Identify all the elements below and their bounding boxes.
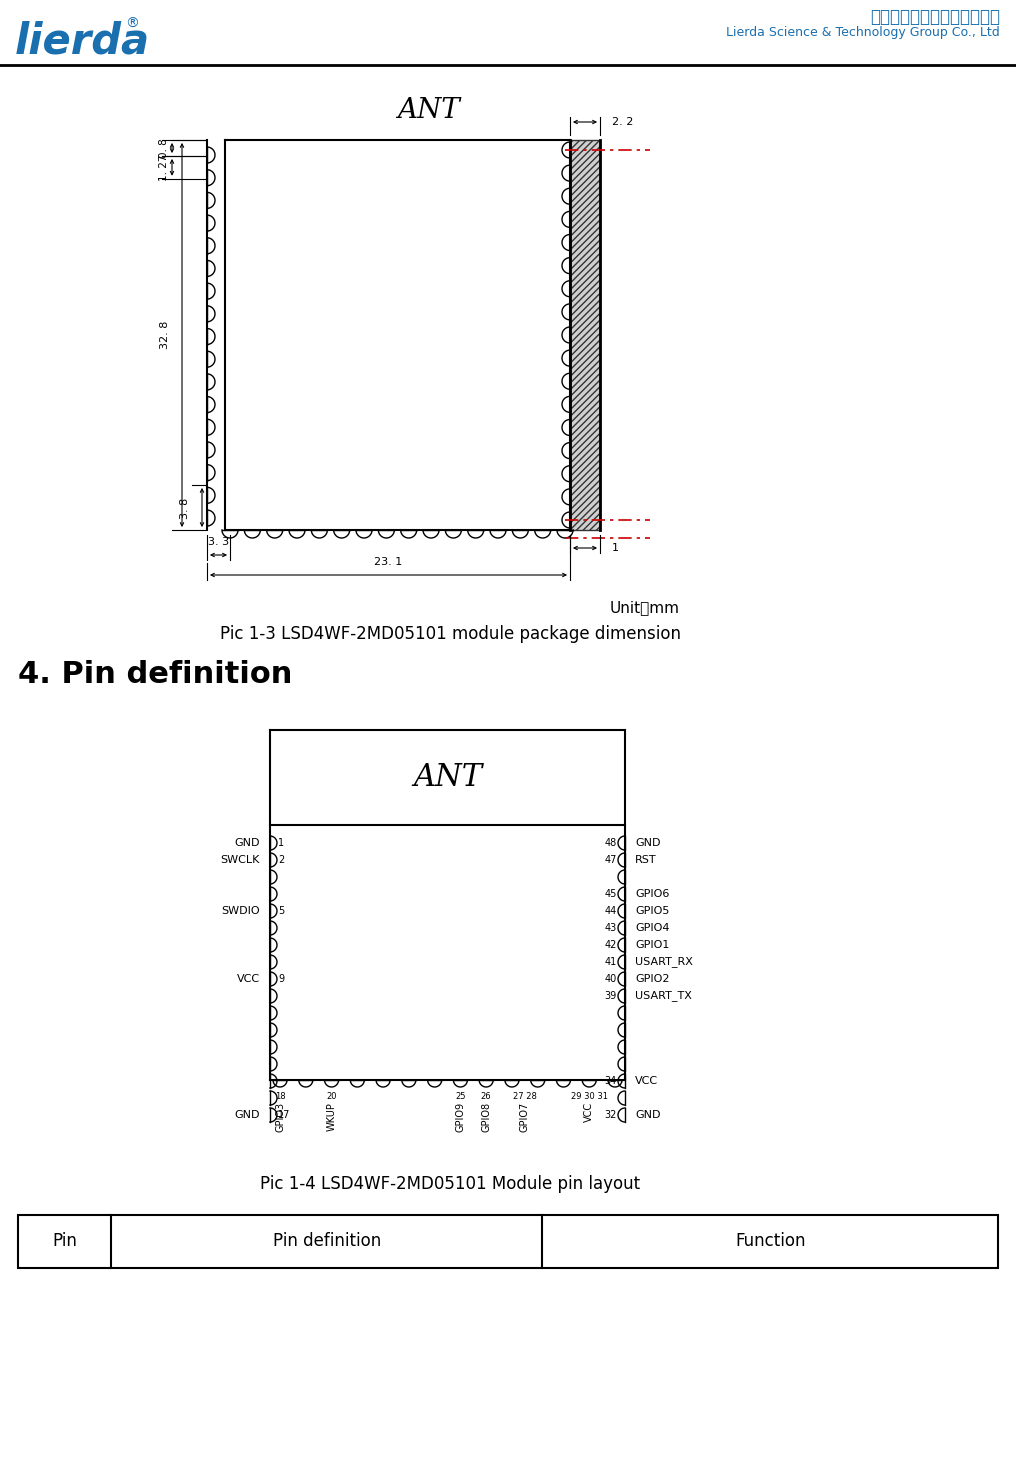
Text: 17: 17 — [278, 1111, 291, 1120]
Text: GPIO4: GPIO4 — [635, 923, 670, 934]
Text: lierda: lierda — [15, 21, 150, 62]
Text: 41: 41 — [605, 957, 617, 968]
Text: Pic 1-4 LSD4WF-2MD05101 Module pin layout: Pic 1-4 LSD4WF-2MD05101 Module pin layou… — [260, 1176, 640, 1193]
Text: 1: 1 — [278, 838, 284, 848]
Text: 29 30 31: 29 30 31 — [571, 1092, 608, 1100]
Text: 18: 18 — [274, 1092, 285, 1100]
Polygon shape — [570, 140, 600, 530]
Text: WKUP: WKUP — [326, 1102, 336, 1131]
Text: 48: 48 — [605, 838, 617, 848]
Text: VCC: VCC — [635, 1075, 658, 1086]
Text: Pic 1-3 LSD4WF-2MD05101 module package dimension: Pic 1-3 LSD4WF-2MD05101 module package d… — [219, 625, 681, 643]
Text: GPIO8: GPIO8 — [482, 1102, 491, 1133]
Text: VCC: VCC — [584, 1102, 594, 1122]
Text: 5: 5 — [278, 906, 284, 916]
Text: VCC: VCC — [237, 974, 260, 984]
Text: 2. 2: 2. 2 — [612, 117, 633, 127]
Text: ANT: ANT — [412, 763, 482, 794]
Text: USART_RX: USART_RX — [635, 957, 693, 968]
Text: 1. 27: 1. 27 — [158, 153, 169, 180]
Text: GPIO3: GPIO3 — [275, 1102, 285, 1133]
Text: 23. 1: 23. 1 — [374, 558, 402, 566]
Text: 3. 8: 3. 8 — [180, 497, 190, 519]
Text: GPIO1: GPIO1 — [635, 940, 670, 950]
Text: 20: 20 — [326, 1092, 336, 1100]
Text: 3. 3: 3. 3 — [208, 537, 229, 547]
Text: GND: GND — [635, 838, 660, 848]
Text: SWCLK: SWCLK — [220, 855, 260, 864]
Text: GPIO5: GPIO5 — [635, 906, 670, 916]
Text: 2: 2 — [278, 855, 284, 864]
Text: 0. 8: 0. 8 — [158, 139, 169, 158]
Text: 42: 42 — [605, 940, 617, 950]
Text: Unit：mm: Unit：mm — [610, 600, 680, 615]
Text: 32. 8: 32. 8 — [160, 320, 170, 350]
Text: 34: 34 — [605, 1075, 617, 1086]
Text: 25: 25 — [455, 1092, 465, 1100]
Text: 9: 9 — [278, 974, 284, 984]
Text: 26: 26 — [481, 1092, 492, 1100]
Text: GND: GND — [235, 1111, 260, 1120]
Text: GND: GND — [235, 838, 260, 848]
Text: GPIO7: GPIO7 — [520, 1102, 529, 1133]
Text: 45: 45 — [605, 889, 617, 898]
Text: GND: GND — [635, 1111, 660, 1120]
Text: 44: 44 — [605, 906, 617, 916]
Text: 47: 47 — [605, 855, 617, 864]
Text: GPIO6: GPIO6 — [635, 889, 670, 898]
Text: 利尔达科技集团股份有限公司: 利尔达科技集团股份有限公司 — [870, 7, 1000, 27]
Text: ANT: ANT — [397, 96, 460, 124]
Text: 40: 40 — [605, 974, 617, 984]
Text: Lierda Science & Technology Group Co., Ltd: Lierda Science & Technology Group Co., L… — [726, 27, 1000, 38]
Text: Function: Function — [735, 1233, 806, 1251]
Text: 43: 43 — [605, 923, 617, 934]
Text: 27 28: 27 28 — [513, 1092, 536, 1100]
Text: 1: 1 — [612, 543, 619, 553]
Text: GPIO2: GPIO2 — [635, 974, 670, 984]
Text: 32: 32 — [605, 1111, 617, 1120]
Text: USART_TX: USART_TX — [635, 991, 692, 1002]
Text: SWDIO: SWDIO — [221, 906, 260, 916]
Text: Pin: Pin — [52, 1233, 77, 1251]
Text: Pin definition: Pin definition — [272, 1233, 381, 1251]
Text: ®: ® — [125, 18, 139, 31]
Text: RST: RST — [635, 855, 656, 864]
Text: GPIO9: GPIO9 — [455, 1102, 465, 1133]
Text: 4. Pin definition: 4. Pin definition — [18, 659, 293, 689]
Text: 39: 39 — [605, 991, 617, 1002]
